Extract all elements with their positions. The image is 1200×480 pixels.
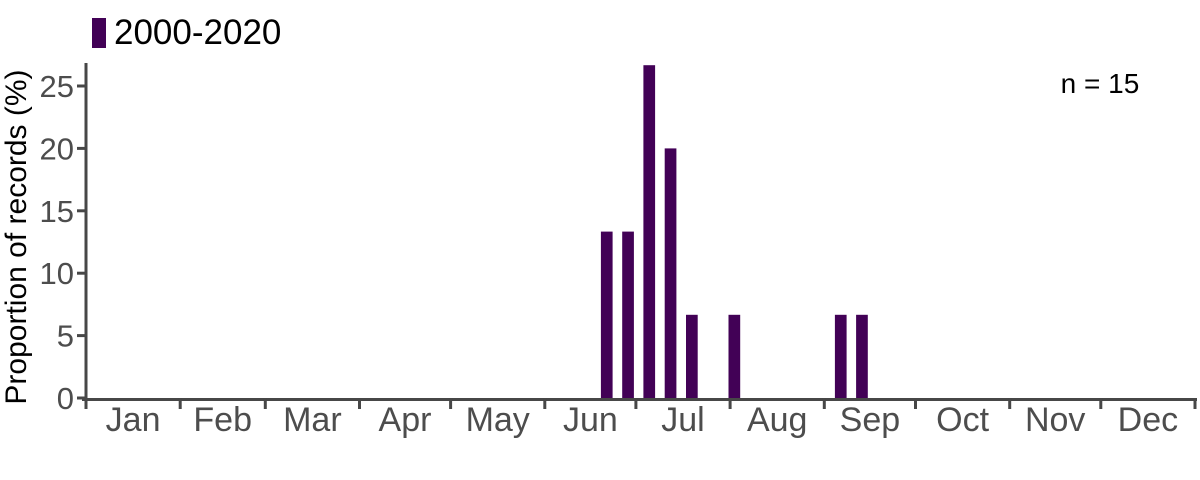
y-tick-label: 5 xyxy=(57,319,74,354)
month-label: Aug xyxy=(747,401,808,439)
month-label: Jun xyxy=(563,401,618,439)
sample-size-annotation: n = 15 xyxy=(1060,68,1140,99)
y-tick-label: 15 xyxy=(40,194,74,229)
bar xyxy=(664,148,677,399)
y-axis-title: Proportion of records (%) xyxy=(0,69,33,405)
month-label: Mar xyxy=(283,401,342,439)
month-label: Feb xyxy=(193,401,252,439)
bar xyxy=(856,314,868,399)
legend-swatch-icon xyxy=(92,18,106,48)
legend: 2000-2020 xyxy=(92,14,281,52)
bar xyxy=(643,65,656,399)
y-tick-label: 10 xyxy=(40,256,74,291)
month-label: Dec xyxy=(1118,401,1178,439)
bar xyxy=(834,314,847,399)
month-label: Apr xyxy=(379,401,432,439)
month-label: Nov xyxy=(1025,401,1085,439)
bar xyxy=(622,231,634,399)
y-tick-label: 0 xyxy=(57,381,74,416)
bar xyxy=(686,314,698,399)
month-label: Jul xyxy=(661,401,704,439)
legend-label: 2000-2020 xyxy=(114,13,282,52)
bar xyxy=(728,314,741,399)
bar xyxy=(600,231,613,399)
month-label: Oct xyxy=(936,401,989,439)
month-label: May xyxy=(466,401,530,439)
month-label: Sep xyxy=(840,401,901,439)
y-tick-label: 25 xyxy=(40,69,74,104)
y-tick-label: 20 xyxy=(40,131,74,166)
month-label: Jan xyxy=(106,401,161,439)
